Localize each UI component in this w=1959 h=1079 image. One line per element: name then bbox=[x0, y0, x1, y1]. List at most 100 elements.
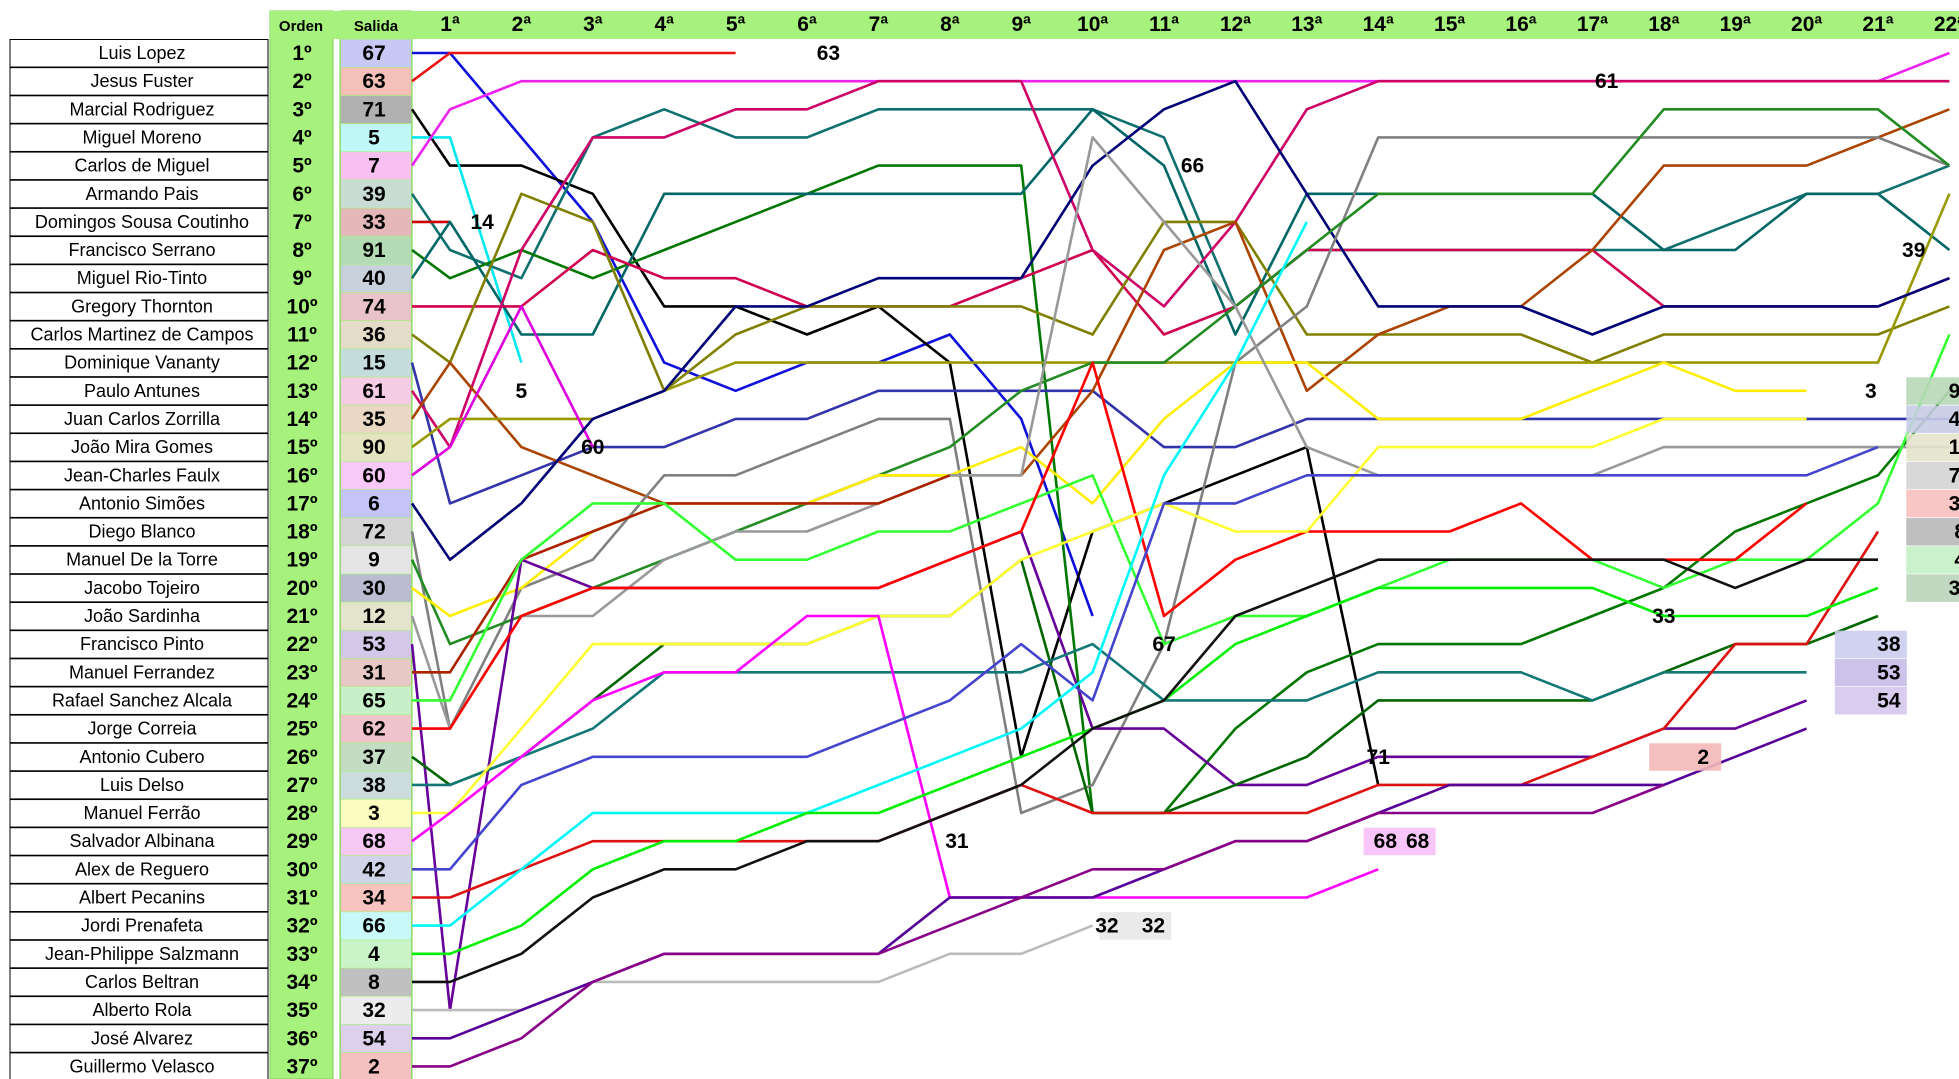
driver-name-cell bbox=[9, 911, 269, 941]
start-number: 62 bbox=[362, 718, 385, 741]
boxed-label-bg bbox=[1906, 377, 1959, 405]
boxed-label-bg bbox=[1906, 461, 1959, 490]
driver-name-cell bbox=[9, 686, 269, 715]
header-background bbox=[270, 11, 1959, 39]
driver-name: Carlos Beltran bbox=[85, 972, 199, 992]
start-number-cell bbox=[341, 489, 411, 518]
start-number-cell bbox=[341, 236, 411, 265]
boxed-label: 53 bbox=[1877, 661, 1900, 684]
start-number-cell bbox=[341, 546, 411, 574]
boxed-label-bg bbox=[1363, 827, 1436, 856]
position-label: 8º bbox=[292, 239, 312, 262]
driver-name: Guillermo Velasco bbox=[69, 1056, 214, 1076]
series-line-32 bbox=[412, 924, 1094, 1012]
driver-name: Carlos de Miguel bbox=[74, 156, 209, 176]
lap-header: 5ª bbox=[726, 13, 746, 36]
driver-name: Domingos Sousa Coutinho bbox=[35, 212, 249, 232]
start-number-cell bbox=[341, 630, 411, 659]
end-label: 60 bbox=[581, 436, 604, 459]
start-number-cell bbox=[341, 658, 411, 687]
boxed-label: 54 bbox=[1877, 689, 1901, 712]
series-line-6 bbox=[410, 79, 1950, 561]
boxed-label-bg bbox=[1834, 630, 1907, 659]
driver-name: Antonio Cubero bbox=[79, 747, 204, 767]
boxed-label: 34 bbox=[1949, 492, 1959, 515]
position-label: 22º bbox=[286, 633, 317, 656]
start-number-cell bbox=[341, 461, 411, 490]
driver-name-cell bbox=[9, 602, 269, 631]
driver-name: Antonio Simões bbox=[79, 493, 205, 513]
series-line-12 bbox=[410, 136, 1950, 730]
position-label: 30º bbox=[286, 858, 317, 881]
lap-header: 14ª bbox=[1363, 13, 1394, 36]
start-number: 67 bbox=[362, 42, 385, 65]
driver-name-cell bbox=[9, 264, 269, 293]
driver-name: Jean-Charles Faulx bbox=[64, 465, 220, 485]
driver-name-cell bbox=[9, 939, 269, 969]
start-number: 37 bbox=[362, 746, 385, 769]
position-label: 11º bbox=[287, 324, 317, 347]
position-label: 35º bbox=[286, 999, 317, 1022]
position-label: 1º bbox=[292, 42, 312, 65]
boxed-label: 42 bbox=[1949, 408, 1959, 431]
driver-name-cell bbox=[9, 714, 269, 744]
start-number-cell bbox=[341, 771, 411, 799]
position-label: 25º bbox=[286, 718, 317, 741]
driver-name: Manuel De la Torre bbox=[66, 550, 218, 570]
start-number: 33 bbox=[362, 211, 385, 234]
start-number-cell bbox=[341, 95, 411, 124]
series-line-62 bbox=[412, 361, 1808, 730]
driver-name-cell bbox=[9, 742, 269, 772]
driver-name: Francisco Serrano bbox=[68, 240, 215, 260]
driver-name: Salvador Albinana bbox=[69, 831, 215, 851]
position-label: 10º bbox=[286, 295, 317, 318]
driver-name-cell bbox=[9, 39, 269, 68]
start-number-cell bbox=[341, 827, 411, 856]
driver-name-cell bbox=[9, 207, 269, 237]
series-line-4 bbox=[412, 586, 1879, 956]
series-line-68 bbox=[411, 614, 1379, 899]
driver-name-cell bbox=[9, 292, 269, 321]
boxed-label: 2 bbox=[1697, 746, 1709, 769]
start-number: 6 bbox=[368, 492, 380, 515]
position-label: 3º bbox=[292, 98, 312, 121]
position-label: 21º bbox=[286, 605, 317, 628]
position-label: 33º bbox=[286, 943, 317, 966]
boxed-label-bg bbox=[1906, 546, 1959, 574]
order-column: 1º 2º 3º 4º 5º 6º 7º 8º 9º 10º 11º 12º 13º 14º 15º 16º 1… bbox=[269, 10, 334, 1079]
driver-name-cell bbox=[9, 151, 269, 181]
start-number: 36 bbox=[362, 324, 385, 347]
start-number-cell bbox=[341, 912, 411, 940]
start-number-cell bbox=[341, 602, 411, 630]
start-number: 7 bbox=[368, 155, 380, 178]
start-number-cell bbox=[341, 686, 411, 715]
position-label: 16º bbox=[286, 464, 317, 487]
start-number-cell bbox=[341, 743, 411, 771]
lap-header: 20ª bbox=[1791, 13, 1822, 36]
start-number-cell bbox=[341, 292, 411, 321]
end-label: 5 bbox=[516, 380, 528, 403]
boxed-end-labels: 3853542683291421272348437736351599064030… bbox=[1099, 377, 1959, 940]
end-label: 39 bbox=[1902, 239, 1925, 262]
driver-name-cell bbox=[9, 630, 269, 659]
lap-header: 6ª bbox=[797, 13, 817, 36]
start-number-cell bbox=[341, 321, 411, 349]
driver-name: Jorge Correia bbox=[87, 719, 197, 739]
driver-name-cell bbox=[9, 489, 269, 518]
start-number-cell bbox=[341, 433, 411, 462]
driver-name: Jesus Fuster bbox=[90, 71, 193, 91]
start-number: 38 bbox=[362, 774, 386, 797]
driver-name-cell bbox=[9, 658, 269, 687]
series-line-63 bbox=[411, 51, 736, 83]
boxed-label-bg bbox=[1906, 518, 1959, 546]
start-number: 65 bbox=[362, 689, 386, 712]
start-number: 35 bbox=[362, 408, 386, 431]
series-line-40 bbox=[410, 108, 1951, 336]
start-number-cell bbox=[341, 996, 411, 1025]
position-label: 36º bbox=[286, 1027, 317, 1050]
start-number-cell bbox=[341, 180, 411, 208]
driver-name: Jacobo Tojeiro bbox=[84, 578, 200, 598]
start-number: 68 bbox=[362, 830, 386, 853]
position-label: 27º bbox=[286, 774, 317, 797]
driver-name: Manuel Ferrão bbox=[83, 803, 200, 823]
